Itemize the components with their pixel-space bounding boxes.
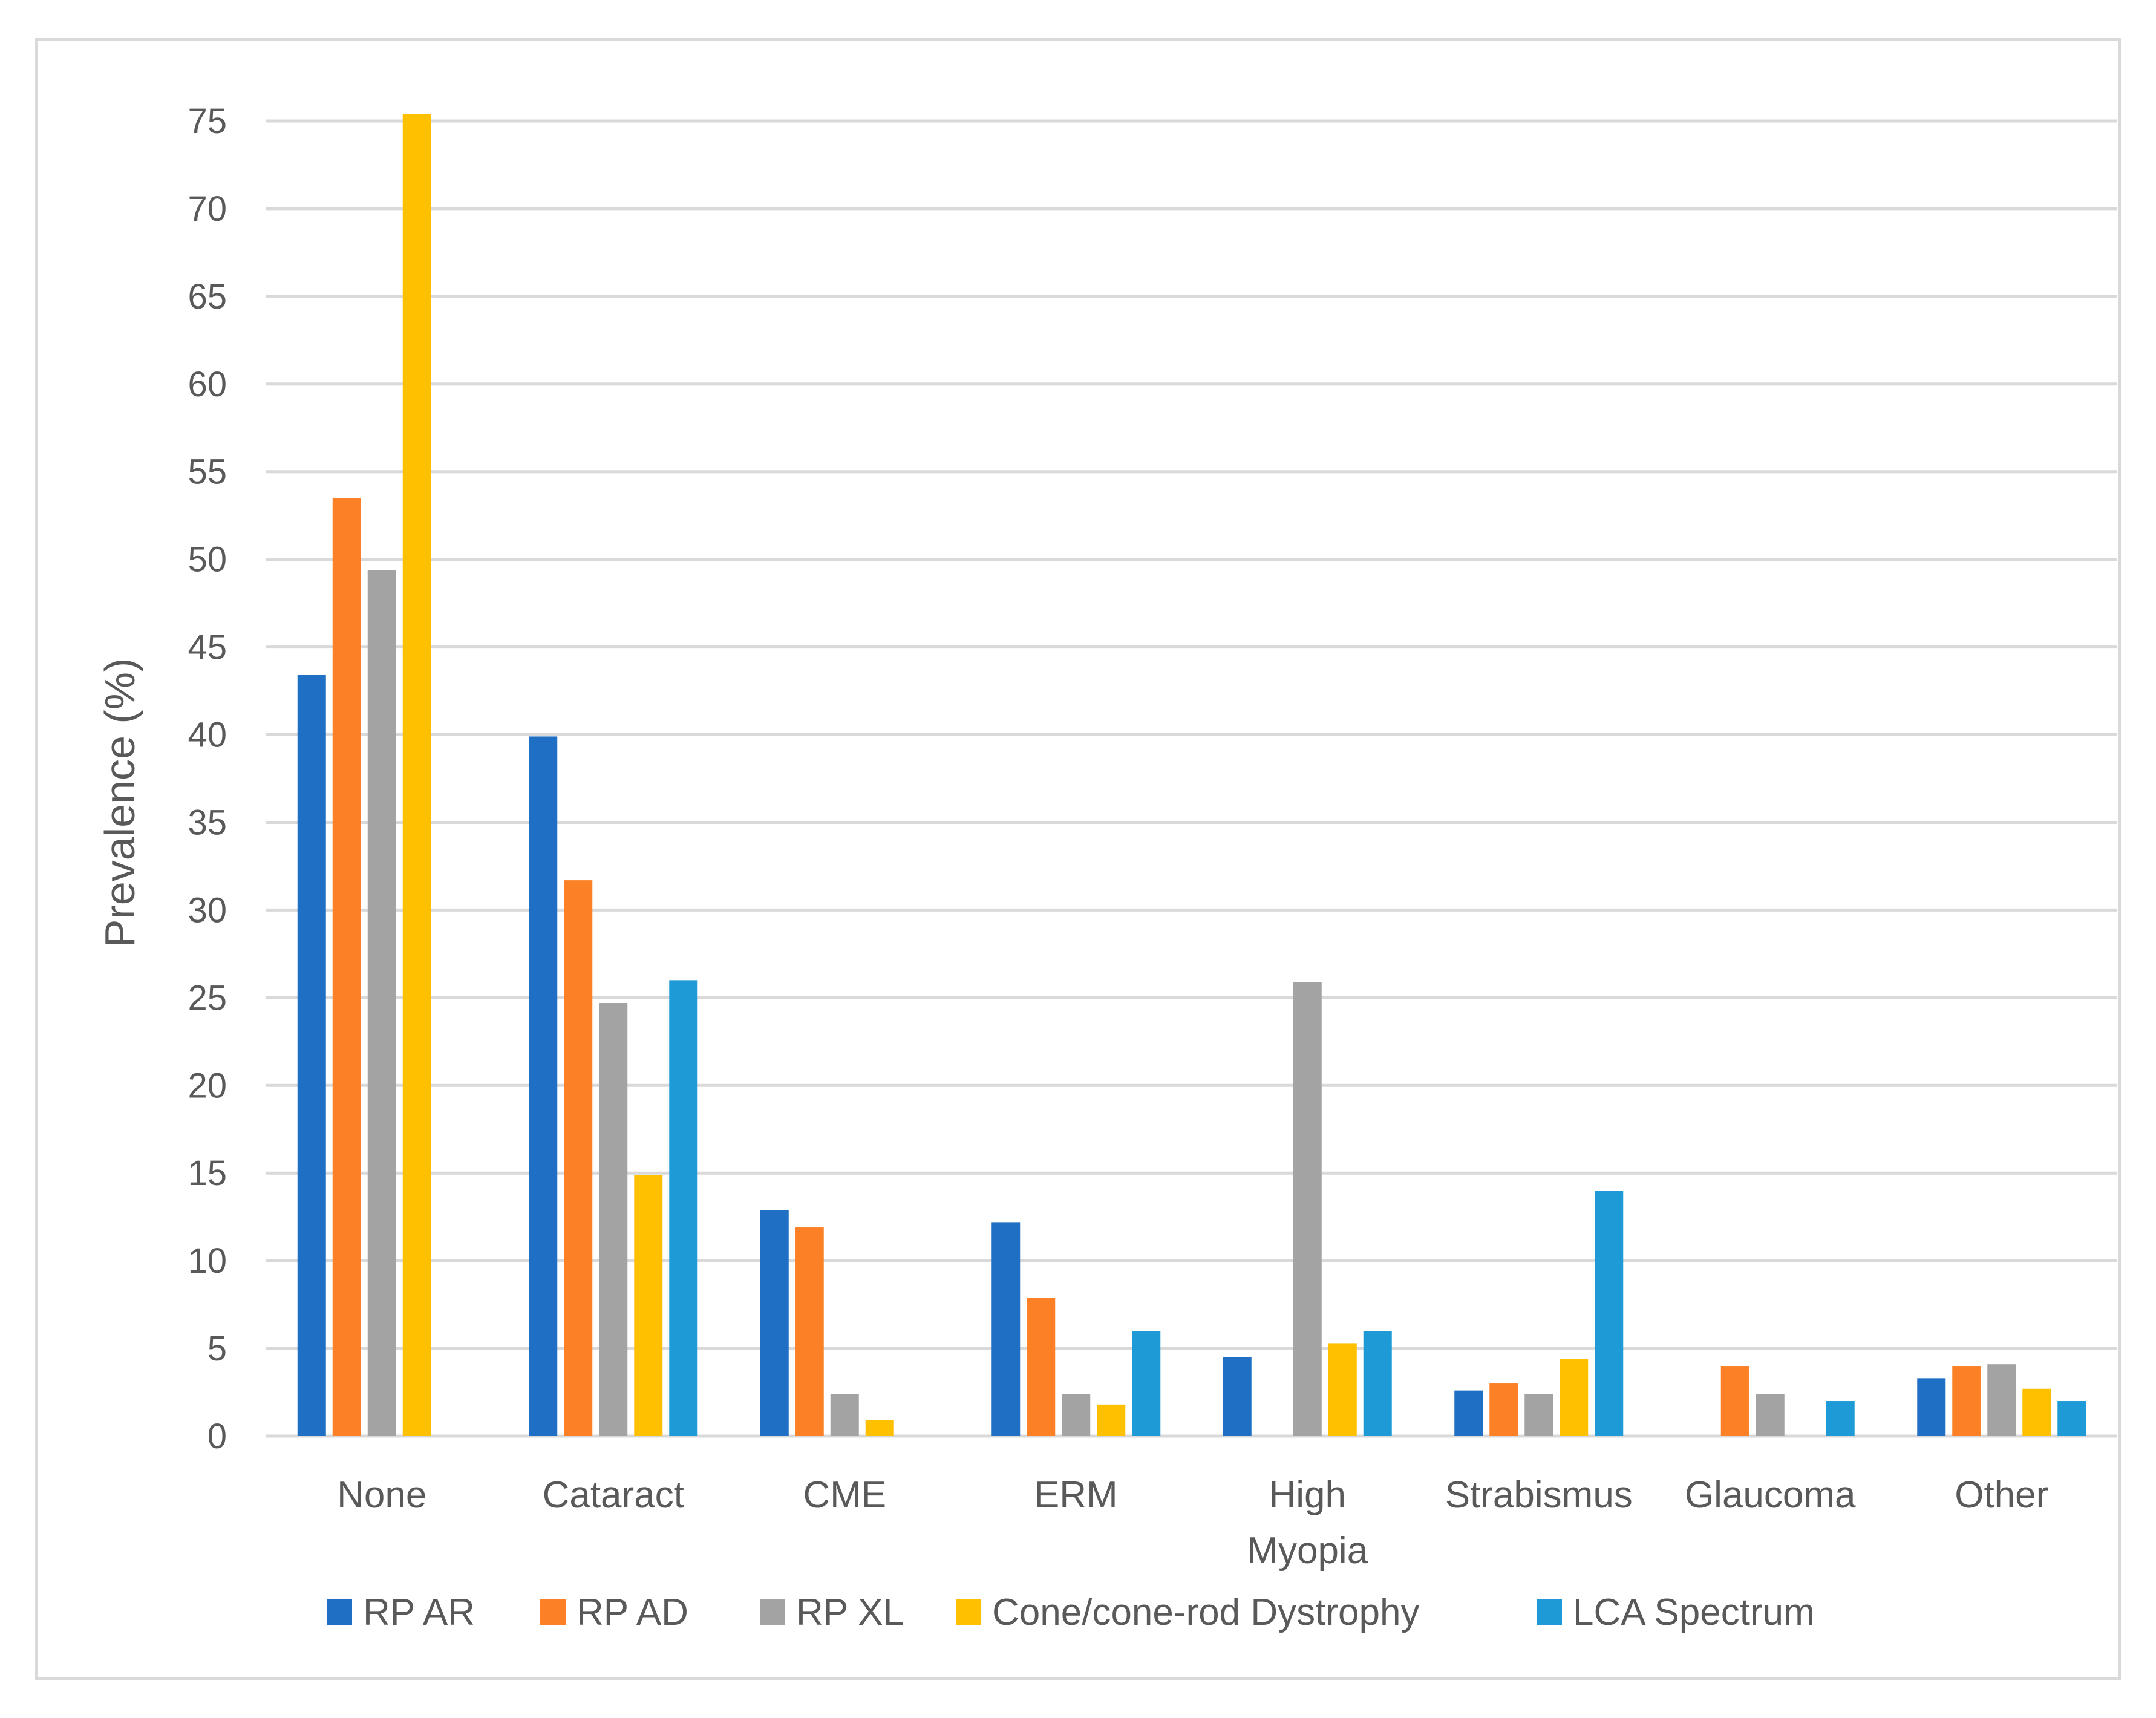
y-tick-label: 45 bbox=[188, 628, 227, 667]
y-axis-title: Prevalence (%) bbox=[96, 658, 143, 948]
y-tick-label: 35 bbox=[188, 803, 227, 842]
bar bbox=[1293, 982, 1322, 1436]
legend-swatch bbox=[956, 1599, 981, 1625]
bar bbox=[1454, 1390, 1483, 1436]
legend: RP AR RP AD RP XL Cone/cone-rod Dystrophy LC… bbox=[327, 1592, 1815, 1633]
bar bbox=[1027, 1298, 1056, 1436]
bar bbox=[1489, 1383, 1518, 1436]
y-tick-label: 25 bbox=[188, 978, 227, 1017]
bar bbox=[865, 1420, 894, 1436]
bar bbox=[991, 1222, 1021, 1436]
legend-swatch bbox=[540, 1599, 566, 1625]
bar bbox=[1223, 1357, 1252, 1436]
y-tick-label: 40 bbox=[188, 716, 227, 755]
y-tick-label: 70 bbox=[188, 189, 227, 229]
bar bbox=[1987, 1364, 2016, 1436]
y-tick-label: 20 bbox=[188, 1066, 227, 1105]
bar bbox=[367, 570, 396, 1437]
bar bbox=[795, 1227, 824, 1436]
x-category-label: None bbox=[337, 1474, 426, 1516]
x-axis-categories: None Cataract CME ERM High Myopia Strabismus Gl… bbox=[337, 1474, 2048, 1572]
bar bbox=[1363, 1331, 1392, 1436]
grid-lines bbox=[266, 119, 2117, 1438]
legend-label: RP AR bbox=[363, 1592, 475, 1633]
x-category-label: Myopia bbox=[1247, 1530, 1368, 1572]
y-tick-label: 75 bbox=[188, 102, 227, 141]
bar bbox=[634, 1175, 663, 1436]
y-tick-label: 10 bbox=[188, 1241, 227, 1281]
bar bbox=[599, 1003, 628, 1436]
x-category-label: ERM bbox=[1034, 1474, 1118, 1516]
x-category-label: Glaucoma bbox=[1685, 1474, 1856, 1516]
bar bbox=[669, 980, 698, 1436]
bar bbox=[1560, 1359, 1589, 1436]
y-tick-label: 15 bbox=[188, 1154, 227, 1193]
bar bbox=[2057, 1401, 2086, 1436]
bar bbox=[1917, 1378, 1946, 1436]
y-tick-label: 65 bbox=[188, 277, 227, 316]
legend-label: Cone/cone-rod Dystrophy bbox=[992, 1592, 1419, 1633]
y-tick-label: 55 bbox=[188, 452, 227, 492]
x-category-label: CME bbox=[803, 1474, 886, 1516]
x-category-label: High bbox=[1269, 1474, 1346, 1516]
bar bbox=[1524, 1394, 1553, 1436]
bar bbox=[1952, 1366, 1981, 1436]
bar bbox=[1720, 1366, 1749, 1436]
bar bbox=[332, 498, 361, 1436]
bar bbox=[1826, 1401, 1855, 1436]
bar bbox=[1328, 1343, 1357, 1436]
bar bbox=[1097, 1404, 1126, 1436]
y-tick-label: 60 bbox=[188, 365, 227, 404]
bar bbox=[402, 114, 431, 1437]
legend-label: RP XL bbox=[796, 1592, 904, 1633]
y-tick-label: 50 bbox=[188, 540, 227, 580]
bar bbox=[760, 1210, 789, 1436]
bar bbox=[1756, 1394, 1785, 1436]
legend-swatch bbox=[327, 1599, 352, 1625]
x-category-label: Cataract bbox=[543, 1474, 684, 1516]
bar bbox=[297, 674, 326, 1436]
legend-label: RP AD bbox=[577, 1592, 688, 1633]
y-tick-label: 0 bbox=[207, 1417, 227, 1456]
bar bbox=[564, 880, 593, 1436]
legend-label: LCA Spectrum bbox=[1573, 1592, 1815, 1633]
legend-swatch bbox=[760, 1599, 785, 1625]
y-axis-ticks: 0 5 10 15 20 25 30 35 40 45 50 55 60 65 70 75 bbox=[188, 102, 227, 1456]
bar bbox=[529, 736, 558, 1436]
y-tick-label: 5 bbox=[207, 1329, 227, 1368]
bar bbox=[1062, 1394, 1091, 1436]
x-category-label: Strabismus bbox=[1445, 1474, 1633, 1516]
bar bbox=[1132, 1331, 1161, 1436]
bars bbox=[297, 114, 2086, 1437]
legend-swatch bbox=[1537, 1599, 1562, 1625]
bar bbox=[1595, 1191, 1624, 1436]
x-category-label: Other bbox=[1955, 1474, 2048, 1516]
y-tick-label: 30 bbox=[188, 890, 227, 930]
bar bbox=[830, 1394, 859, 1436]
bar bbox=[2022, 1388, 2051, 1436]
